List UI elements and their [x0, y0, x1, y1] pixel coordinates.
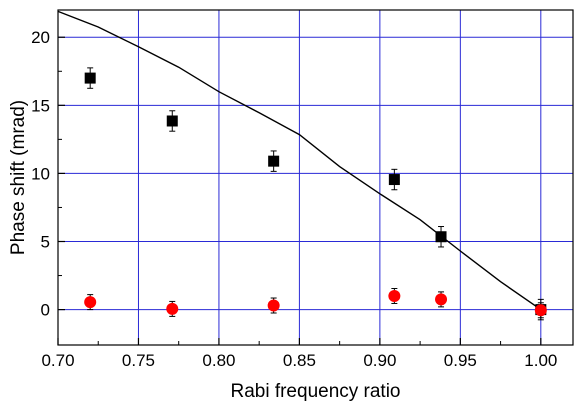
- circle-marker: [166, 302, 179, 315]
- axis-ticks: 0.70 0.75 0.80 0.85 0.90 0.95 1.00 0 5 10 15 20: [31, 28, 557, 370]
- y-tick-label: 5: [41, 233, 50, 252]
- circle-marker: [388, 289, 401, 302]
- x-tick-label: 1.00: [524, 351, 557, 370]
- y-tick-label: 15: [31, 96, 50, 115]
- circle-marker: [435, 293, 448, 306]
- x-tick-label: 0.95: [444, 351, 477, 370]
- data-points-layer: [84, 67, 547, 321]
- circle-marker: [267, 299, 280, 312]
- square-marker: [84, 72, 96, 84]
- circle-marker: [534, 304, 547, 317]
- y-tick-label: 10: [31, 164, 50, 183]
- square-marker: [435, 231, 447, 243]
- plot-frame: [57, 9, 574, 346]
- circle-marker: [84, 296, 97, 309]
- y-tick-label: 20: [31, 28, 50, 47]
- x-tick-label: 0.90: [363, 351, 396, 370]
- square-marker: [268, 155, 280, 167]
- x-tick-label: 0.85: [283, 351, 316, 370]
- theory-curve-layer: [57, 10, 542, 311]
- x-tick-label: 0.80: [202, 351, 235, 370]
- square-marker: [388, 174, 400, 186]
- theory-curve: [57, 10, 542, 311]
- square-marker: [166, 115, 178, 127]
- y-tick-label: 0: [41, 301, 50, 320]
- x-axis-label: Rabi frequency ratio: [230, 381, 400, 402]
- grid-lines: [57, 10, 573, 345]
- y-axis-label: Phase shift (mrad): [8, 100, 29, 255]
- x-tick-label: 0.75: [122, 351, 155, 370]
- x-tick-label: 0.70: [41, 351, 74, 370]
